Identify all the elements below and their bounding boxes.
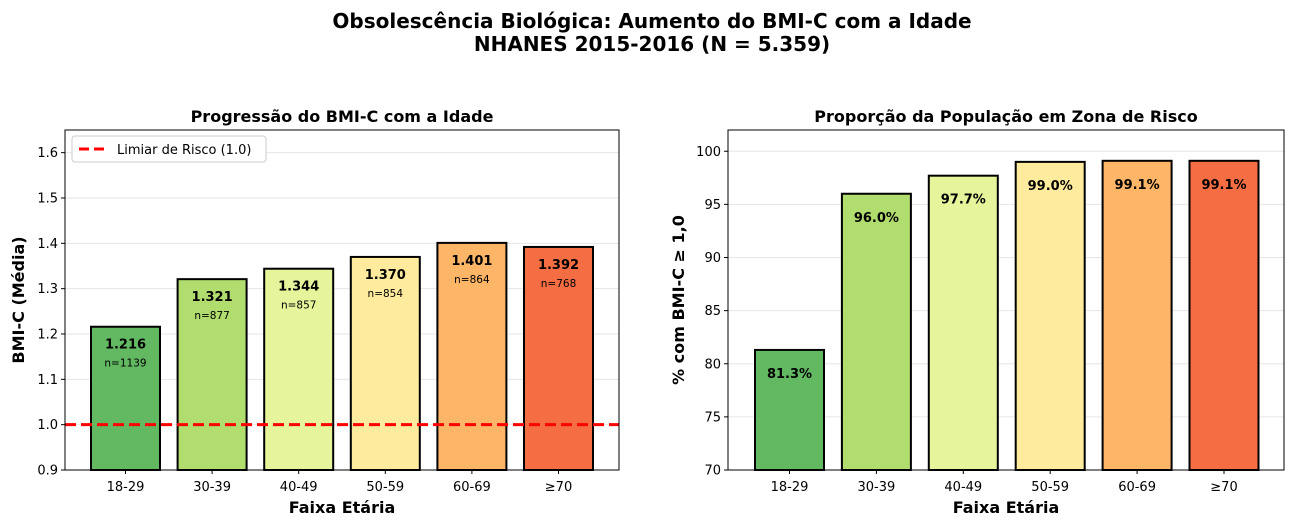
plot-frame — [64, 129, 620, 471]
bar-value-label: 1.321 — [192, 290, 233, 305]
bar-value-label: 97.7% — [941, 193, 986, 208]
figure-title-line2: NHANES 2015-2016 (N = 5.359) — [474, 32, 830, 56]
x-tick-label: 50-59 — [1031, 480, 1069, 495]
bar-value-label: 1.344 — [278, 280, 319, 295]
bar — [436, 241, 508, 471]
y-tick-label: 1.2 — [37, 328, 58, 343]
bar-n-label: n=1139 — [104, 358, 146, 370]
bar-n-label: n=864 — [454, 274, 490, 286]
x-axis-label: Faixa Etária — [953, 498, 1060, 517]
bar — [523, 245, 594, 471]
x-tick-label: 18-29 — [771, 480, 809, 495]
bar-value-label: 99.1% — [1115, 178, 1160, 193]
x-tick-label: 40-49 — [280, 480, 318, 495]
y-tick-label: 70 — [704, 464, 721, 479]
y-tick-label: 80 — [704, 357, 721, 372]
bar — [1014, 160, 1086, 471]
x-axis-label: Faixa Etária — [289, 498, 396, 517]
figure-title-line1: Obsolescência Biológica: Aumento do BMI-… — [332, 9, 971, 33]
bar-n-label: n=857 — [281, 300, 317, 312]
x-tick-label: ≥70 — [545, 480, 572, 495]
x-tick-label: 40-49 — [944, 480, 982, 495]
y-tick-label: 1.4 — [37, 237, 58, 252]
x-tick-label: 30-39 — [858, 480, 896, 495]
x-tick-label: 18-29 — [107, 480, 145, 495]
bar — [349, 255, 421, 471]
bar — [840, 192, 912, 471]
y-tick-label: 85 — [704, 304, 721, 319]
y-tick-label: 1.6 — [37, 146, 58, 161]
y-axis-label: BMI-C (Média) — [9, 236, 28, 363]
bmi-progression-chart: 1.216 n=1139 1.321 n=877 1.344 n=857 1.370 n=85… — [9, 107, 620, 517]
bar — [1101, 159, 1173, 471]
bar — [927, 174, 999, 471]
bar-value-label: 81.3% — [767, 367, 812, 382]
bar-value-label: 1.216 — [105, 338, 146, 353]
y-axis-label: % com BMI-C ≥ 1,0 — [669, 215, 688, 385]
y-tick-label: 75 — [704, 410, 721, 425]
x-tick-label: ≥70 — [1210, 480, 1237, 495]
bar-value-label: 1.401 — [451, 254, 492, 269]
plot-frame — [727, 129, 1285, 471]
legend-threshold-label: Limiar de Risco (1.0) — [117, 143, 251, 158]
bar-n-label: n=768 — [541, 278, 577, 290]
legend-box — [71, 135, 267, 163]
y-tick-label: 95 — [704, 198, 721, 213]
x-tick-label: 50-59 — [366, 480, 404, 495]
y-tick-label: 100 — [696, 145, 721, 160]
y-tick-label: 1.0 — [37, 418, 58, 433]
legend: Limiar de Risco (1.0) — [71, 135, 267, 163]
x-tick-label: 60-69 — [453, 480, 491, 495]
y-tick-label: 0.9 — [37, 464, 58, 479]
bar — [90, 325, 161, 471]
bar-value-label: 1.392 — [538, 258, 579, 273]
bar-value-label: 1.370 — [365, 268, 406, 283]
x-tick-label: 60-69 — [1118, 480, 1156, 495]
bar-n-label: n=854 — [368, 288, 404, 300]
bar-n-label: n=877 — [194, 310, 230, 322]
x-tick-label: 30-39 — [193, 480, 231, 495]
chart-title: Proporção da População em Zona de Risco — [814, 107, 1197, 126]
bar — [176, 278, 248, 471]
y-tick-label: 90 — [704, 251, 721, 266]
bar — [1188, 159, 1260, 471]
bar-value-label: 99.0% — [1028, 179, 1073, 194]
chart-title: Progressão do BMI-C com a Idade — [191, 107, 494, 126]
risk-proportion-chart: 81.3% 96.0% 97.7% 99.0% 99.1% 99.1% 70 75 80 85 9… — [669, 107, 1285, 517]
bar-value-label: 99.1% — [1201, 178, 1246, 193]
y-tick-label: 1.1 — [37, 373, 58, 388]
bar-value-label: 96.0% — [854, 211, 899, 226]
y-tick-label: 1.3 — [37, 282, 58, 297]
y-tick-label: 1.5 — [37, 192, 58, 207]
